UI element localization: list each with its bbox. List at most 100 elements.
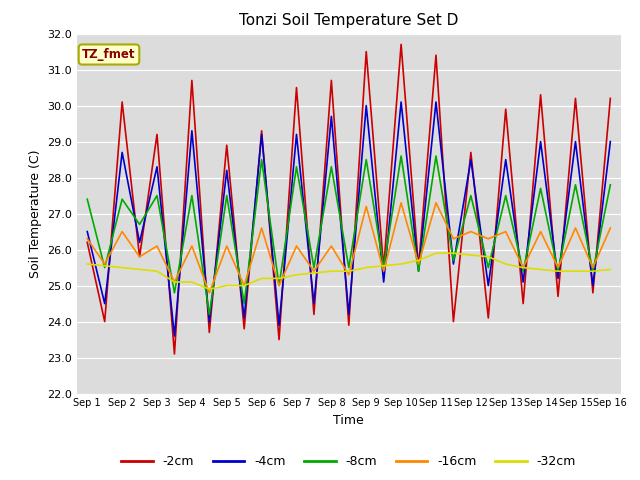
-8cm	[397, 153, 405, 159]
-2cm	[607, 96, 614, 101]
-4cm	[380, 279, 387, 285]
-16cm	[519, 265, 527, 271]
X-axis label: Time: Time	[333, 414, 364, 427]
-2cm	[292, 85, 300, 91]
-8cm	[118, 196, 126, 202]
-4cm	[258, 132, 266, 137]
-4cm	[136, 240, 143, 245]
-32cm	[292, 272, 300, 278]
-2cm	[101, 319, 109, 324]
-4cm	[589, 283, 596, 288]
-8cm	[554, 268, 562, 274]
-32cm	[328, 268, 335, 274]
-2cm	[397, 42, 405, 48]
-4cm	[537, 139, 545, 144]
-4cm	[467, 157, 475, 163]
-2cm	[415, 265, 422, 271]
-2cm	[554, 294, 562, 300]
-4cm	[554, 276, 562, 281]
-16cm	[397, 200, 405, 206]
-16cm	[537, 229, 545, 235]
-32cm	[449, 251, 457, 256]
-16cm	[554, 265, 562, 271]
-8cm	[310, 265, 318, 271]
-4cm	[397, 99, 405, 105]
-4cm	[188, 128, 196, 134]
-16cm	[380, 268, 387, 274]
Y-axis label: Soil Temperature (C): Soil Temperature (C)	[29, 149, 42, 278]
-32cm	[554, 268, 562, 274]
-16cm	[362, 204, 370, 209]
-8cm	[502, 193, 509, 199]
-16cm	[171, 279, 179, 285]
-16cm	[223, 243, 230, 249]
Legend: -2cm, -4cm, -8cm, -16cm, -32cm: -2cm, -4cm, -8cm, -16cm, -32cm	[116, 450, 581, 473]
-2cm	[502, 107, 509, 112]
-16cm	[83, 236, 91, 242]
-16cm	[241, 283, 248, 288]
-8cm	[136, 222, 143, 228]
-16cm	[188, 243, 196, 249]
-2cm	[484, 315, 492, 321]
-32cm	[572, 268, 579, 274]
-32cm	[171, 279, 179, 285]
-32cm	[118, 265, 126, 271]
-4cm	[205, 319, 213, 324]
-8cm	[537, 186, 545, 192]
-32cm	[101, 263, 109, 269]
-32cm	[432, 251, 440, 256]
-4cm	[153, 164, 161, 170]
-32cm	[223, 283, 230, 288]
-32cm	[502, 261, 509, 267]
-2cm	[328, 78, 335, 84]
-16cm	[205, 290, 213, 296]
-8cm	[188, 193, 196, 199]
-8cm	[519, 268, 527, 274]
-32cm	[241, 283, 248, 288]
-16cm	[589, 265, 596, 271]
-32cm	[467, 252, 475, 258]
-2cm	[362, 49, 370, 55]
-16cm	[136, 254, 143, 260]
-8cm	[345, 265, 353, 271]
Line: -8cm: -8cm	[87, 156, 611, 314]
-32cm	[519, 265, 527, 271]
-16cm	[258, 225, 266, 231]
-8cm	[589, 268, 596, 274]
-4cm	[519, 279, 527, 285]
-8cm	[415, 268, 422, 274]
-32cm	[83, 261, 91, 267]
-4cm	[171, 333, 179, 339]
-16cm	[310, 268, 318, 274]
-8cm	[362, 157, 370, 163]
-4cm	[241, 315, 248, 321]
-4cm	[328, 114, 335, 120]
-2cm	[118, 99, 126, 105]
-4cm	[275, 323, 283, 328]
-8cm	[572, 182, 579, 188]
-2cm	[380, 265, 387, 271]
-32cm	[275, 276, 283, 281]
-16cm	[572, 225, 579, 231]
-4cm	[362, 103, 370, 108]
-4cm	[607, 139, 614, 144]
-2cm	[136, 254, 143, 260]
-4cm	[345, 312, 353, 317]
Line: -32cm: -32cm	[87, 253, 611, 289]
-8cm	[101, 265, 109, 271]
-8cm	[153, 193, 161, 199]
-16cm	[449, 236, 457, 242]
-8cm	[484, 265, 492, 271]
-8cm	[449, 258, 457, 264]
-8cm	[275, 283, 283, 288]
-4cm	[310, 301, 318, 307]
-32cm	[362, 265, 370, 271]
-2cm	[83, 240, 91, 245]
-8cm	[607, 182, 614, 188]
-8cm	[258, 157, 266, 163]
-2cm	[572, 96, 579, 101]
-16cm	[292, 243, 300, 249]
-16cm	[101, 261, 109, 267]
-16cm	[153, 243, 161, 249]
-32cm	[589, 268, 596, 274]
